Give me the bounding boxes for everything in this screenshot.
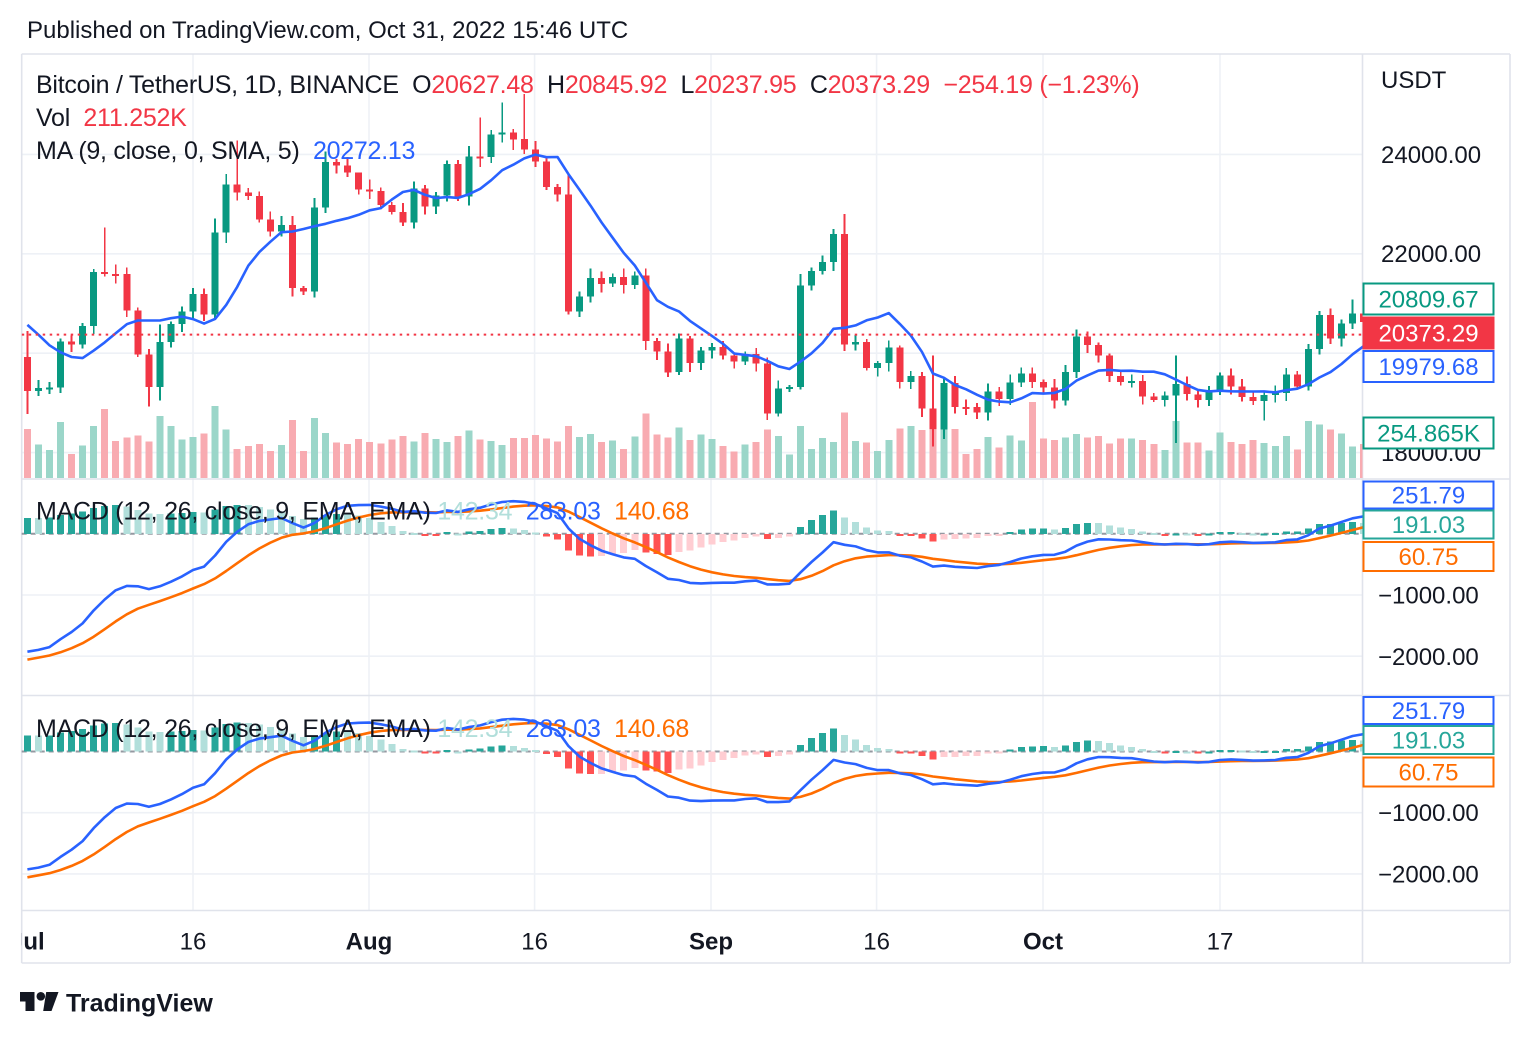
svg-text:60.75: 60.75 [1398, 759, 1458, 786]
svg-text:19979.68: 19979.68 [1378, 354, 1478, 381]
svg-text:−1000.00: −1000.00 [1378, 800, 1479, 827]
svg-text:16: 16 [180, 929, 207, 956]
svg-text:−2000.00: −2000.00 [1378, 644, 1479, 671]
svg-text:251.79: 251.79 [1392, 698, 1465, 725]
svg-text:Oct: Oct [1023, 929, 1063, 956]
svg-text:Published on TradingView.com,: Published on TradingView.com, Oct 31, 20… [27, 17, 628, 44]
svg-text:−2000.00: −2000.00 [1378, 861, 1479, 888]
svg-text:Bitcoin / TetherUS, 1D, BINANC: Bitcoin / TetherUS, 1D, BINANCE O20627.4… [36, 71, 1140, 99]
svg-text:20373.29: 20373.29 [1378, 320, 1478, 347]
svg-text:MA (9, close, 0, SMA, 5) 2027: MA (9, close, 0, SMA, 5) 20272.13 [36, 137, 415, 165]
svg-text:24000.00: 24000.00 [1381, 142, 1481, 169]
svg-text:22000.00: 22000.00 [1381, 241, 1481, 268]
svg-text:17: 17 [1207, 929, 1234, 956]
svg-text:−1000.00: −1000.00 [1378, 582, 1479, 609]
svg-text:Jul: Jul [10, 929, 45, 956]
svg-text:MACD (12, 26, close, 9, EMA, E: MACD (12, 26, close, 9, EMA, EMA) 142.34… [36, 715, 689, 743]
svg-text:191.03: 191.03 [1392, 727, 1465, 754]
svg-text:TradingView: TradingView [66, 990, 213, 1018]
svg-text:20809.67: 20809.67 [1378, 286, 1478, 313]
svg-text:USDT: USDT [1381, 67, 1447, 94]
svg-text:60.75: 60.75 [1398, 544, 1458, 571]
svg-text:191.03: 191.03 [1392, 512, 1465, 539]
svg-text:Aug: Aug [346, 929, 393, 956]
svg-text:254.865K: 254.865K [1377, 420, 1480, 447]
svg-text:16: 16 [863, 929, 890, 956]
svg-text:Vol 211.252K: Vol 211.252K [36, 104, 187, 132]
svg-text:Sep: Sep [689, 929, 733, 956]
svg-text:16: 16 [521, 929, 548, 956]
svg-text:MACD (12, 26, close, 9, EMA, E: MACD (12, 26, close, 9, EMA, EMA) 142.34… [36, 498, 689, 526]
svg-text:251.79: 251.79 [1392, 482, 1465, 509]
